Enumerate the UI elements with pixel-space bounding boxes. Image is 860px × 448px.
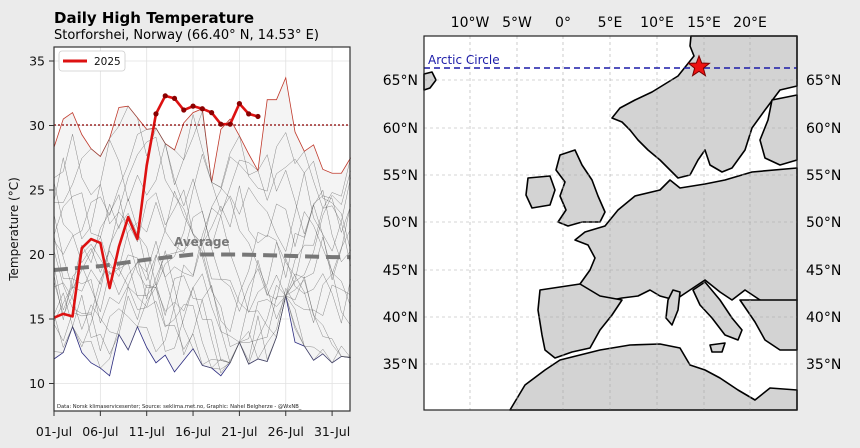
hot-day-marker (190, 103, 196, 109)
lon-label: 5°W (502, 15, 532, 31)
y-tick-label: 25 (29, 183, 45, 198)
map-frame (423, 35, 798, 411)
hot-day-marker (218, 121, 224, 127)
map-longitude-labels: 10°W 5°W 0° 5°E 10°E 15°E 20°E (451, 15, 767, 31)
hot-day-marker (246, 111, 252, 117)
hot-day-marker (227, 121, 233, 127)
x-tick-label: 11-Jul (129, 424, 165, 439)
lat-label: 45°N (806, 263, 841, 279)
hot-day-marker (255, 113, 261, 120)
chart-title: Daily High Temperature (54, 9, 255, 27)
hot-day-marker (236, 100, 242, 107)
land-ireland (525, 175, 556, 209)
y-tick-label: 35 (29, 54, 45, 69)
y-axis-label: Temperature (°C) (7, 177, 21, 282)
y-tick-label: 20 (29, 247, 45, 262)
land-sicily (709, 342, 726, 353)
lon-label: 15°E (687, 15, 721, 31)
location-map: Arctic Circle 10°W 5°W 0° 5°E 10°E 15°E … (383, 15, 841, 411)
lat-label: 50°N (806, 215, 841, 231)
hot-day-marker (162, 93, 168, 99)
credit-text: Data: Norsk klimaservicesenter; Source: … (57, 404, 302, 410)
lon-label: 10°W (451, 15, 490, 31)
historical-years-lines (53, 105, 351, 374)
lat-label: 40°N (806, 310, 841, 326)
y-tick-label: 30 (29, 118, 45, 133)
y-tick-label: 10 (29, 376, 45, 391)
arctic-circle-label: Arctic Circle (428, 53, 500, 67)
land-scandinavia (611, 35, 798, 179)
legend-label-2025: 2025 (94, 56, 121, 68)
map-latitude-labels-right: 65°N 60°N 55°N 50°N 45°N 40°N 35°N (806, 73, 841, 373)
lat-label: 65°N (806, 73, 841, 89)
legend: 2025 (58, 50, 126, 72)
hot-day-marker (199, 106, 205, 112)
location-star-icon (687, 54, 711, 77)
hot-day-marker (181, 107, 187, 113)
lat-label: 60°N (806, 121, 841, 137)
land-continental-europe (574, 167, 798, 311)
chart-subtitle: Storforshei, Norway (66.40° N, 14.53° E) (54, 28, 319, 43)
lat-label: 35°N (383, 357, 418, 373)
map-gridlines (424, 36, 797, 410)
land-iberia (537, 283, 623, 359)
hot-day-marker (208, 110, 215, 116)
average-label: Average (174, 235, 230, 249)
hot-day-marker (153, 111, 159, 117)
lon-label: 0° (555, 15, 571, 31)
x-tick-label: 01-Jul (36, 424, 72, 439)
lat-label: 55°N (806, 168, 841, 184)
y-tick-label: 15 (29, 312, 45, 327)
lon-label: 5°E (598, 15, 623, 31)
lon-label: 10°E (640, 15, 674, 31)
land-north-africa (509, 343, 798, 411)
lat-label: 55°N (383, 168, 418, 184)
lon-label: 20°E (733, 15, 767, 31)
lat-label: 35°N (806, 357, 841, 373)
x-tick-label: 26-Jul (268, 424, 304, 439)
x-tick-label: 31-Jul (314, 424, 350, 439)
land-italy (692, 281, 743, 341)
map-land (423, 35, 798, 411)
hot-day-marker (171, 95, 178, 102)
x-tick-label: 06-Jul (82, 424, 118, 439)
lat-label: 50°N (383, 215, 418, 231)
lat-label: 65°N (383, 73, 418, 89)
x-tick-label: 16-Jul (175, 424, 211, 439)
lat-label: 40°N (383, 310, 418, 326)
land-sardinia (665, 289, 681, 326)
x-tick-label: 21-Jul (221, 424, 257, 439)
lat-label: 60°N (383, 121, 418, 137)
map-latitude-labels-left: 65°N 60°N 55°N 50°N 45°N 40°N 35°N (383, 73, 418, 373)
lat-label: 45°N (383, 263, 418, 279)
axis-ticks: 01-Jul 06-Jul 11-Jul 16-Jul 21-Jul 26-Jul 31-J… (29, 54, 350, 440)
temperature-chart: Average Data: Norsk klimaservicesenter; … (7, 46, 351, 440)
plot-frame (53, 46, 351, 412)
series-layer (53, 93, 351, 319)
